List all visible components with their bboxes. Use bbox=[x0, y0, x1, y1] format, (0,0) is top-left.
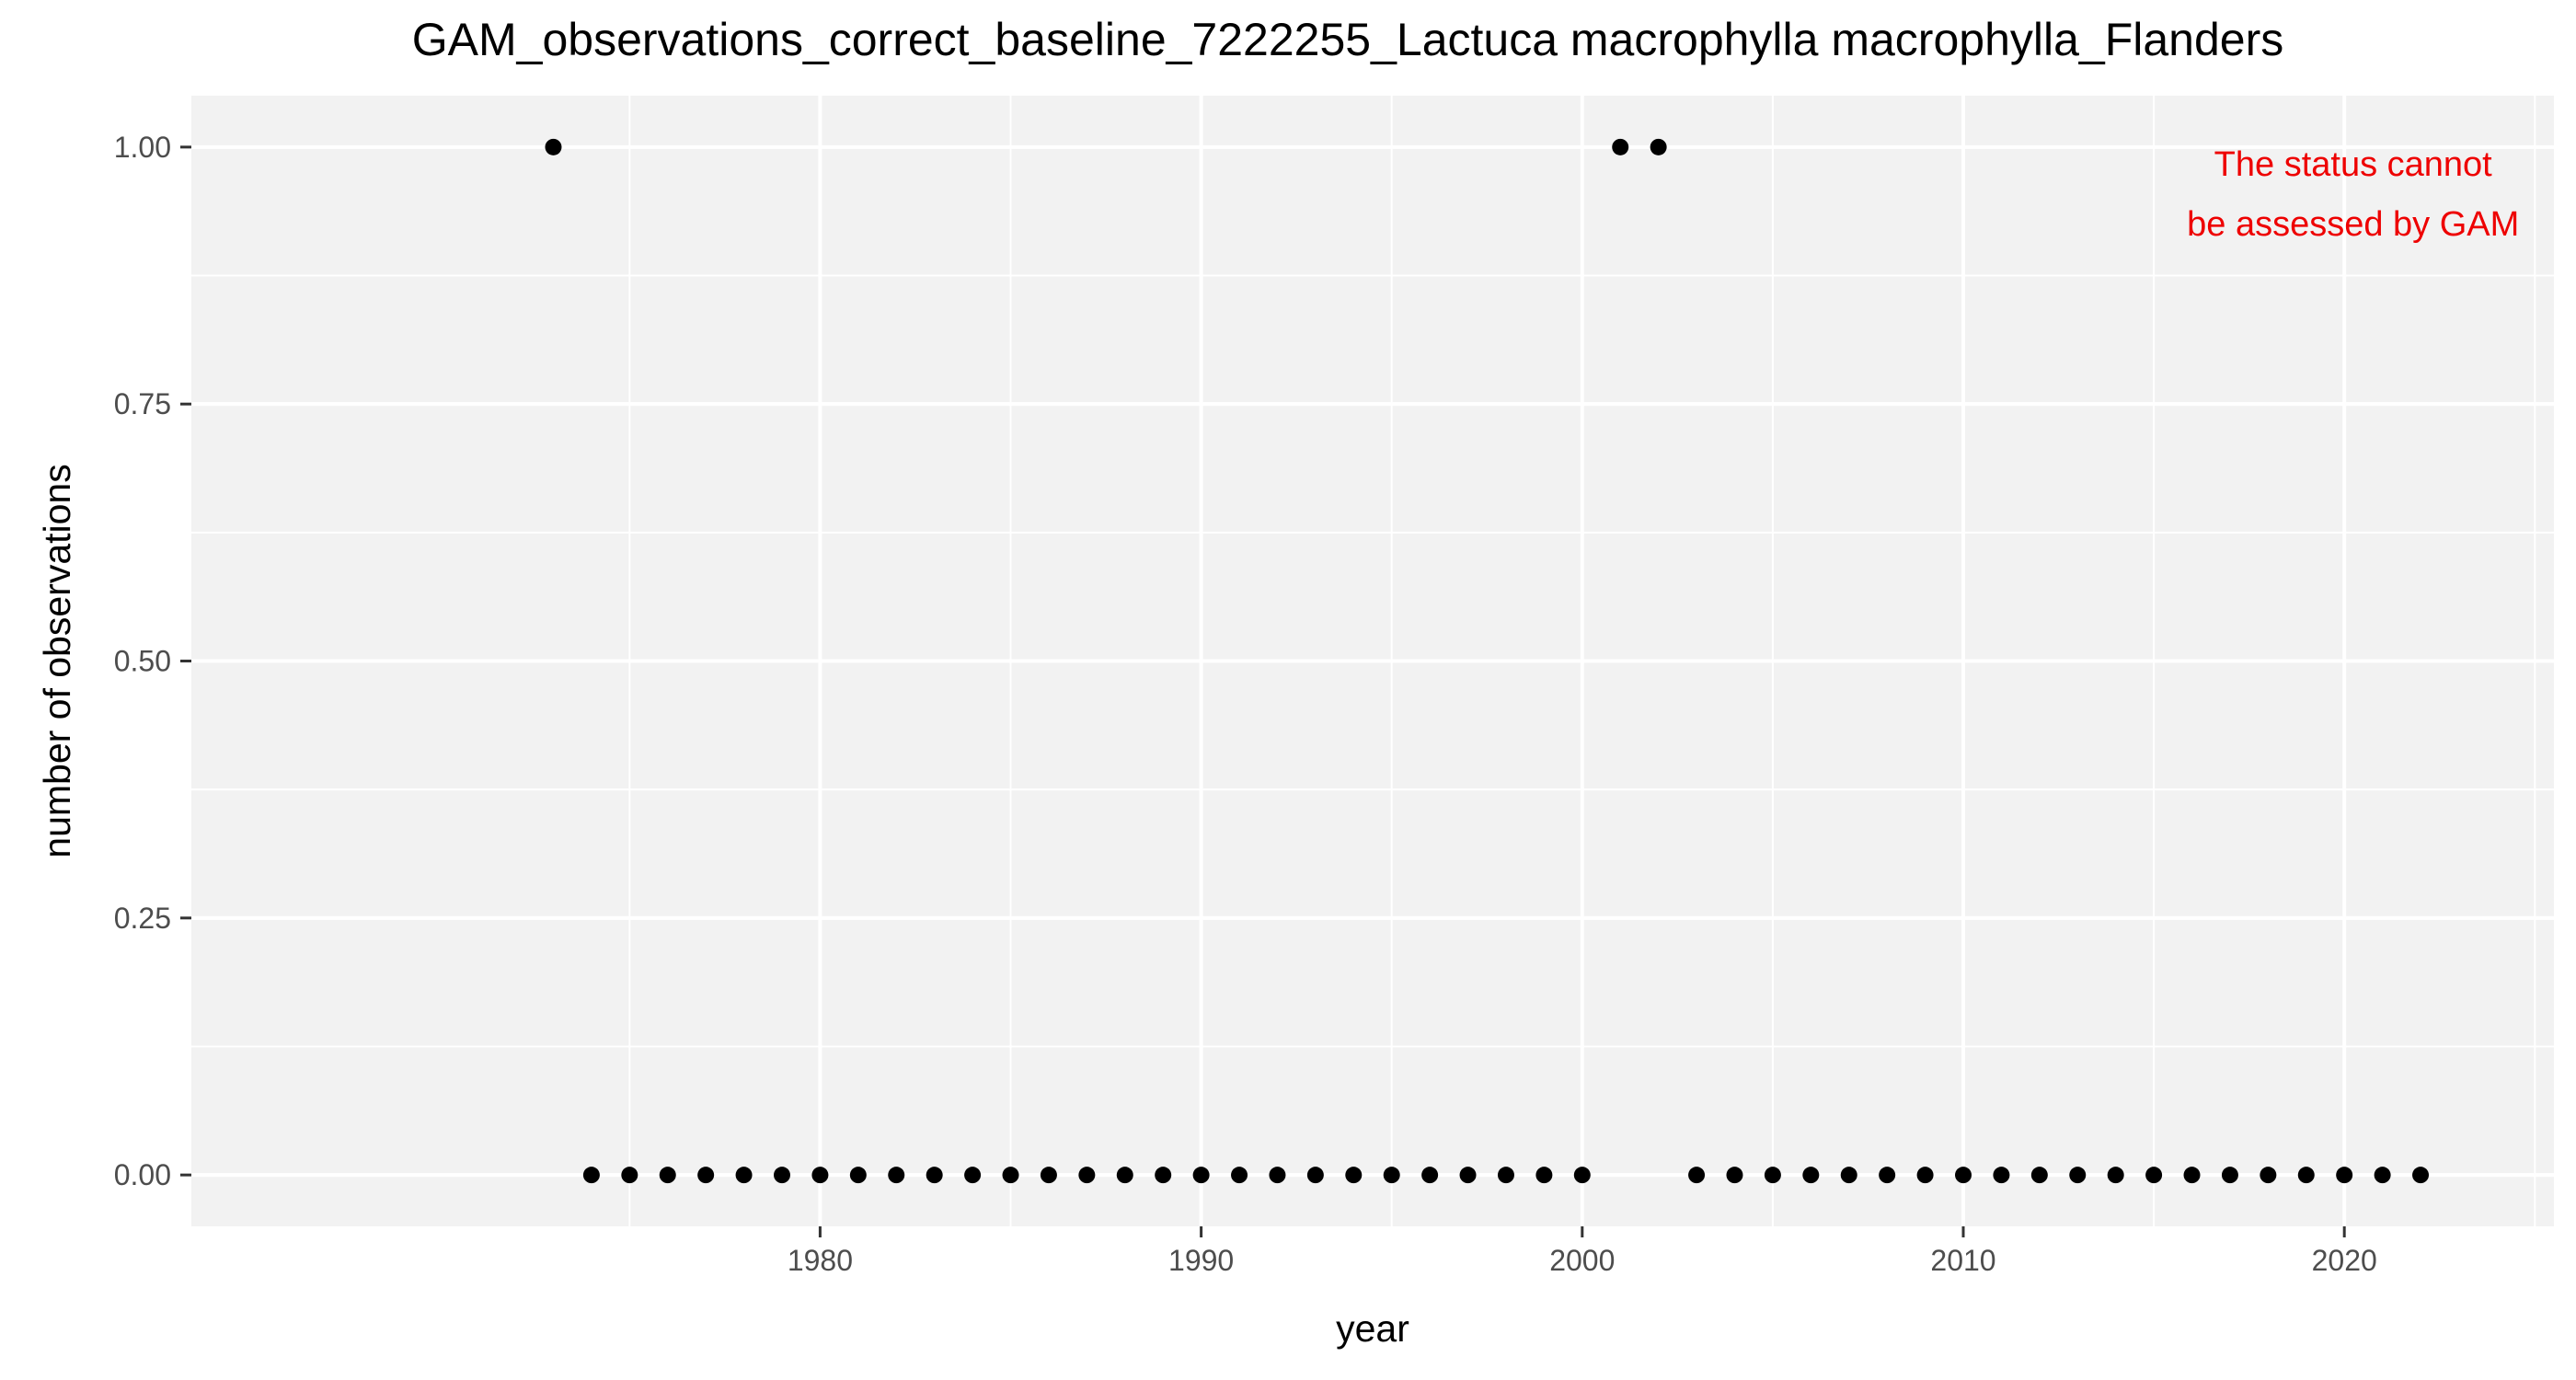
data-point bbox=[1650, 138, 1667, 155]
data-point bbox=[2030, 1167, 2048, 1184]
data-point bbox=[1192, 1167, 1210, 1184]
minor-gridlines bbox=[191, 96, 2554, 1226]
y-tick-label: 0.25 bbox=[114, 902, 171, 935]
data-point bbox=[1269, 1167, 1286, 1184]
data-point bbox=[1040, 1167, 1057, 1184]
data-point bbox=[621, 1167, 638, 1184]
y-tick-label: 0.75 bbox=[114, 387, 171, 420]
data-point bbox=[774, 1167, 790, 1184]
data-point bbox=[2069, 1167, 2087, 1184]
x-tick-label: 1990 bbox=[1168, 1244, 1234, 1277]
data-point bbox=[1345, 1167, 1363, 1184]
data-point bbox=[1116, 1167, 1133, 1184]
data-point bbox=[1078, 1167, 1096, 1184]
x-axis-title: year bbox=[1336, 1307, 1409, 1350]
data-point bbox=[926, 1167, 943, 1184]
data-point bbox=[545, 138, 562, 155]
data-point bbox=[1802, 1167, 1820, 1184]
data-point bbox=[2183, 1167, 2201, 1184]
data-point bbox=[2297, 1167, 2315, 1184]
data-point bbox=[582, 1167, 600, 1184]
data-point bbox=[659, 1167, 676, 1184]
data-point bbox=[1916, 1167, 1934, 1184]
y-tick-label: 1.00 bbox=[114, 131, 171, 164]
data-point bbox=[697, 1167, 715, 1184]
data-point bbox=[1612, 138, 1629, 155]
y-axis-title: number of observations bbox=[36, 464, 78, 857]
data-point bbox=[2107, 1167, 2124, 1184]
x-tick-label: 2000 bbox=[1549, 1244, 1615, 1277]
data-point bbox=[735, 1167, 753, 1184]
data-point bbox=[1535, 1167, 1553, 1184]
data-point bbox=[2412, 1167, 2430, 1184]
data-point bbox=[1306, 1167, 1324, 1184]
x-tick-label: 2010 bbox=[1930, 1244, 1995, 1277]
data-point bbox=[2374, 1167, 2391, 1184]
data-point bbox=[1993, 1167, 2010, 1184]
data-point bbox=[1231, 1167, 1248, 1184]
data-point bbox=[811, 1167, 829, 1184]
data-points bbox=[545, 138, 2430, 1184]
x-tick-label: 1980 bbox=[788, 1244, 853, 1277]
data-point bbox=[849, 1167, 867, 1184]
y-tick-label: 0.00 bbox=[114, 1158, 171, 1191]
data-point bbox=[2260, 1167, 2277, 1184]
annotation-line: The status cannot bbox=[2214, 145, 2493, 184]
status-annotation: The status cannot be assessed by GAM bbox=[2187, 145, 2519, 244]
x-tick-label: 2020 bbox=[2312, 1244, 2377, 1277]
data-point bbox=[2145, 1167, 2163, 1184]
data-point bbox=[1155, 1167, 1172, 1184]
data-point bbox=[1879, 1167, 1896, 1184]
data-point bbox=[1573, 1167, 1591, 1184]
data-point bbox=[2221, 1167, 2238, 1184]
data-point bbox=[888, 1167, 905, 1184]
x-axis-ticks: 1980 1990 2000 2010 2020 bbox=[788, 1226, 2377, 1277]
data-point bbox=[1840, 1167, 1857, 1184]
data-point bbox=[1726, 1167, 1743, 1184]
data-point bbox=[1002, 1167, 1019, 1184]
data-point bbox=[964, 1167, 982, 1184]
y-tick-label: 0.50 bbox=[114, 645, 171, 678]
data-point bbox=[1497, 1167, 1514, 1184]
data-point bbox=[2336, 1167, 2353, 1184]
data-point bbox=[1955, 1167, 1972, 1184]
data-point bbox=[1688, 1167, 1706, 1184]
y-axis-ticks: 0.00 0.25 0.50 0.75 1.00 bbox=[114, 131, 191, 1191]
annotation-line: be assessed by GAM bbox=[2187, 205, 2519, 244]
data-point bbox=[1421, 1167, 1439, 1184]
data-point bbox=[1383, 1167, 1400, 1184]
chart-title: GAM_observations_correct_baseline_722225… bbox=[411, 14, 2284, 65]
data-point bbox=[1764, 1167, 1781, 1184]
data-point bbox=[1459, 1167, 1477, 1184]
